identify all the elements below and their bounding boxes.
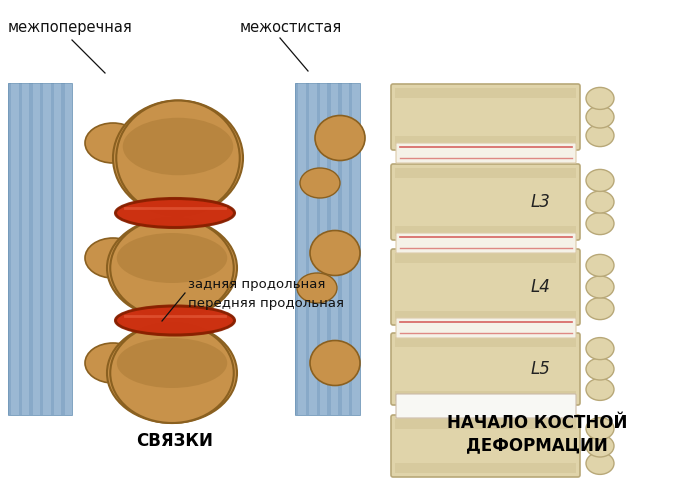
Ellipse shape [586, 213, 614, 234]
Bar [316, 83, 320, 415]
Ellipse shape [300, 168, 340, 198]
Bar [29, 83, 32, 415]
Text: СВЯЗКИ: СВЯЗКИ [136, 432, 214, 450]
Text: L5: L5 [530, 360, 550, 378]
Bar [349, 83, 352, 415]
Text: задняя продольная: задняя продольная [188, 278, 325, 291]
Bar [395, 88, 576, 98]
Text: L4: L4 [530, 278, 550, 296]
Ellipse shape [586, 378, 614, 400]
FancyBboxPatch shape [396, 318, 576, 338]
Ellipse shape [116, 338, 227, 388]
Ellipse shape [586, 255, 614, 277]
FancyBboxPatch shape [396, 233, 576, 253]
Bar [395, 337, 576, 347]
Ellipse shape [586, 358, 614, 380]
Text: межпоперечная: межпоперечная [8, 20, 133, 35]
Ellipse shape [110, 218, 234, 318]
Ellipse shape [310, 341, 360, 385]
Ellipse shape [123, 118, 234, 175]
Text: передняя продольная: передняя продольная [188, 297, 344, 310]
FancyBboxPatch shape [396, 394, 576, 418]
Bar [18, 83, 22, 415]
Ellipse shape [586, 191, 614, 213]
Ellipse shape [116, 199, 234, 227]
FancyBboxPatch shape [396, 143, 576, 163]
FancyBboxPatch shape [391, 415, 580, 477]
Ellipse shape [586, 435, 614, 457]
Ellipse shape [586, 88, 614, 109]
Ellipse shape [586, 338, 614, 360]
Bar [395, 226, 576, 236]
Ellipse shape [113, 101, 243, 215]
Text: ДЕФОРМАЦИИ: ДЕФОРМАЦИИ [466, 436, 608, 454]
Ellipse shape [586, 170, 614, 192]
Text: L3: L3 [530, 193, 550, 211]
Bar [295, 83, 298, 415]
Bar [395, 419, 576, 429]
Ellipse shape [586, 276, 614, 298]
Ellipse shape [586, 452, 614, 474]
Bar [62, 83, 64, 415]
Bar [327, 83, 331, 415]
Ellipse shape [85, 123, 141, 163]
Ellipse shape [116, 101, 240, 215]
Ellipse shape [297, 273, 337, 303]
Bar [40, 83, 43, 415]
Bar [338, 83, 342, 415]
FancyBboxPatch shape [391, 84, 580, 150]
Bar [8, 83, 72, 415]
Ellipse shape [116, 306, 234, 334]
Ellipse shape [110, 323, 234, 423]
Bar [51, 83, 54, 415]
FancyBboxPatch shape [391, 333, 580, 405]
Ellipse shape [116, 233, 227, 283]
Ellipse shape [115, 198, 235, 228]
Bar [8, 83, 11, 415]
Bar [395, 311, 576, 321]
FancyBboxPatch shape [391, 164, 580, 240]
Text: межостистая: межостистая [240, 20, 342, 35]
Bar [395, 463, 576, 473]
Ellipse shape [586, 106, 614, 128]
Bar [295, 83, 360, 415]
Ellipse shape [586, 417, 614, 440]
Bar [306, 83, 309, 415]
Ellipse shape [85, 238, 141, 278]
Bar [395, 136, 576, 146]
Ellipse shape [315, 116, 365, 160]
Ellipse shape [115, 305, 235, 336]
FancyBboxPatch shape [391, 249, 580, 325]
Ellipse shape [107, 323, 237, 423]
Ellipse shape [310, 230, 360, 276]
Bar [395, 253, 576, 263]
Bar [395, 168, 576, 178]
Bar [383, 80, 678, 415]
Bar [395, 391, 576, 401]
Text: НАЧАЛО КОСТНОЙ: НАЧАЛО КОСТНОЙ [447, 414, 627, 432]
Ellipse shape [586, 125, 614, 146]
Ellipse shape [586, 298, 614, 319]
Ellipse shape [107, 218, 237, 318]
Ellipse shape [85, 343, 141, 383]
